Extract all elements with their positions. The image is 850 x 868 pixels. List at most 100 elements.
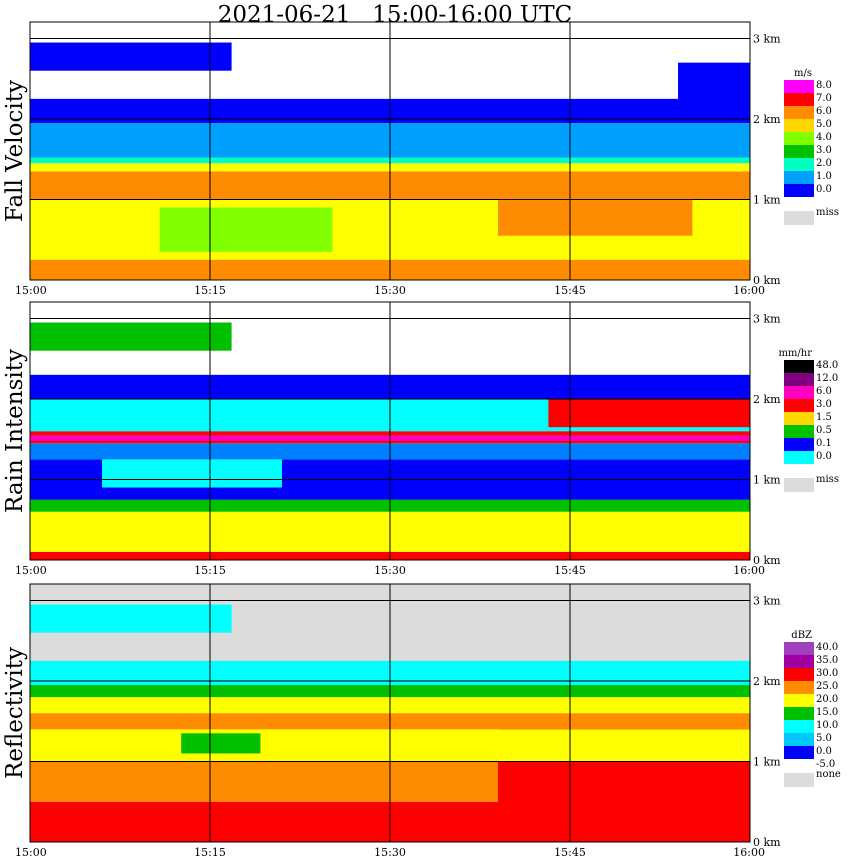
legend-missing-label: miss [816, 207, 839, 218]
heatmap-band [102, 455, 282, 488]
y-tick-label: 3 km [753, 33, 781, 46]
legend-missing-swatch [784, 773, 814, 787]
legend-label: 20.0 [816, 694, 838, 705]
heatmap-band [181, 733, 261, 754]
legend-unit: m/s [794, 68, 812, 79]
heatmap-band [548, 394, 750, 428]
heatmap-band [678, 62, 750, 103]
legend-missing-label: none [816, 769, 841, 780]
legend-unit: mm/hr [778, 348, 812, 359]
legend-label: 6.0 [816, 386, 832, 397]
heatmap-band [159, 207, 333, 252]
legend-label: 3.0 [816, 145, 832, 156]
legend-swatch [784, 438, 814, 451]
legend-swatch [784, 681, 814, 694]
y-tick-label: 2 km [753, 113, 781, 126]
legend-swatch [784, 668, 814, 681]
legend-label: 0.1 [816, 438, 832, 449]
legend-label: 0.5 [816, 425, 832, 436]
legend-label: 40.0 [816, 642, 838, 653]
legend-label: 0.0 [816, 451, 832, 462]
legend-label: 1.0 [816, 171, 832, 182]
legend-label: 0.0 [816, 184, 832, 195]
legend-label: 12.0 [816, 373, 838, 384]
legend-unit: dBZ [791, 630, 812, 641]
y-axis-label: Rain Intensity [2, 349, 28, 513]
legend-swatch [784, 451, 814, 464]
legend-label: 30.0 [816, 668, 838, 679]
x-tick-label: 15:30 [374, 846, 406, 859]
legend-swatch [784, 184, 814, 197]
y-tick-label: 0 km [753, 554, 781, 567]
x-tick-label: 15:30 [374, 564, 406, 577]
y-tick-label: 1 km [753, 756, 781, 769]
y-axis-label: Reflectivity [2, 647, 28, 779]
legend-swatch [784, 80, 814, 93]
legend-label: 0.0 [816, 746, 832, 757]
legend-label: 3.0 [816, 399, 832, 410]
legend-swatch [784, 642, 814, 655]
legend-swatch [784, 412, 814, 425]
legend-swatch [784, 425, 814, 438]
x-tick-label: 15:45 [554, 564, 586, 577]
legend-swatch [784, 694, 814, 707]
legend-label: 7.0 [816, 93, 832, 104]
legend-label: 10.0 [816, 720, 838, 731]
legend-missing-label: miss [816, 474, 839, 485]
y-tick-label: 3 km [753, 595, 781, 608]
x-tick-label: 15:45 [554, 846, 586, 859]
y-tick-label: 1 km [753, 474, 781, 487]
legend-swatch [784, 720, 814, 733]
x-tick-label: 15:15 [194, 846, 226, 859]
legend-swatch [784, 746, 814, 759]
legend-label: 6.0 [816, 106, 832, 117]
y-tick-label: 2 km [753, 675, 781, 688]
legend-swatch [784, 132, 814, 145]
y-tick-label: 0 km [753, 836, 781, 849]
x-tick-label: 15:00 [15, 284, 47, 297]
legend-swatch [784, 119, 814, 132]
x-tick-label: 16:00 [733, 284, 765, 297]
heatmap-band [30, 42, 232, 71]
legend-swatch [784, 360, 814, 373]
legend-swatch [784, 93, 814, 106]
legend-swatch [784, 655, 814, 668]
y-axis-label: Fall Velocity [2, 80, 28, 222]
legend-swatch [784, 171, 814, 184]
legend-swatch [784, 733, 814, 746]
y-tick-label: 1 km [753, 194, 781, 207]
x-tick-label: 15:15 [194, 284, 226, 297]
x-tick-label: 15:00 [15, 846, 47, 859]
x-tick-label: 15:15 [194, 564, 226, 577]
legend-swatch [784, 145, 814, 158]
legend-swatch [784, 399, 814, 412]
legend-label: 4.0 [816, 132, 832, 143]
x-tick-label: 16:00 [733, 846, 765, 859]
x-tick-label: 15:45 [554, 284, 586, 297]
legend-label: 8.0 [816, 80, 832, 91]
heatmap-band [498, 199, 693, 236]
legend-swatch [784, 106, 814, 119]
heatmap-band [30, 322, 232, 351]
legend-label: 5.0 [816, 733, 832, 744]
legend-label: 35.0 [816, 655, 838, 666]
y-tick-label: 0 km [753, 274, 781, 287]
heatmap-band [30, 604, 232, 633]
legend-swatch [784, 158, 814, 171]
y-tick-label: 3 km [753, 313, 781, 326]
legend-label: 48.0 [816, 360, 838, 371]
x-tick-label: 15:30 [374, 284, 406, 297]
legend-swatch [784, 386, 814, 399]
y-tick-label: 2 km [753, 393, 781, 406]
legend-swatch [784, 373, 814, 386]
legend-label: 1.5 [816, 412, 832, 423]
x-tick-label: 16:00 [733, 564, 765, 577]
legend-label: 2.0 [816, 158, 832, 169]
x-tick-label: 15:00 [15, 564, 47, 577]
legend-missing-swatch [784, 211, 814, 225]
legend-label: 25.0 [816, 681, 838, 692]
legend-missing-swatch [784, 478, 814, 492]
legend-label: 5.0 [816, 119, 832, 130]
legend-label: 15.0 [816, 707, 838, 718]
